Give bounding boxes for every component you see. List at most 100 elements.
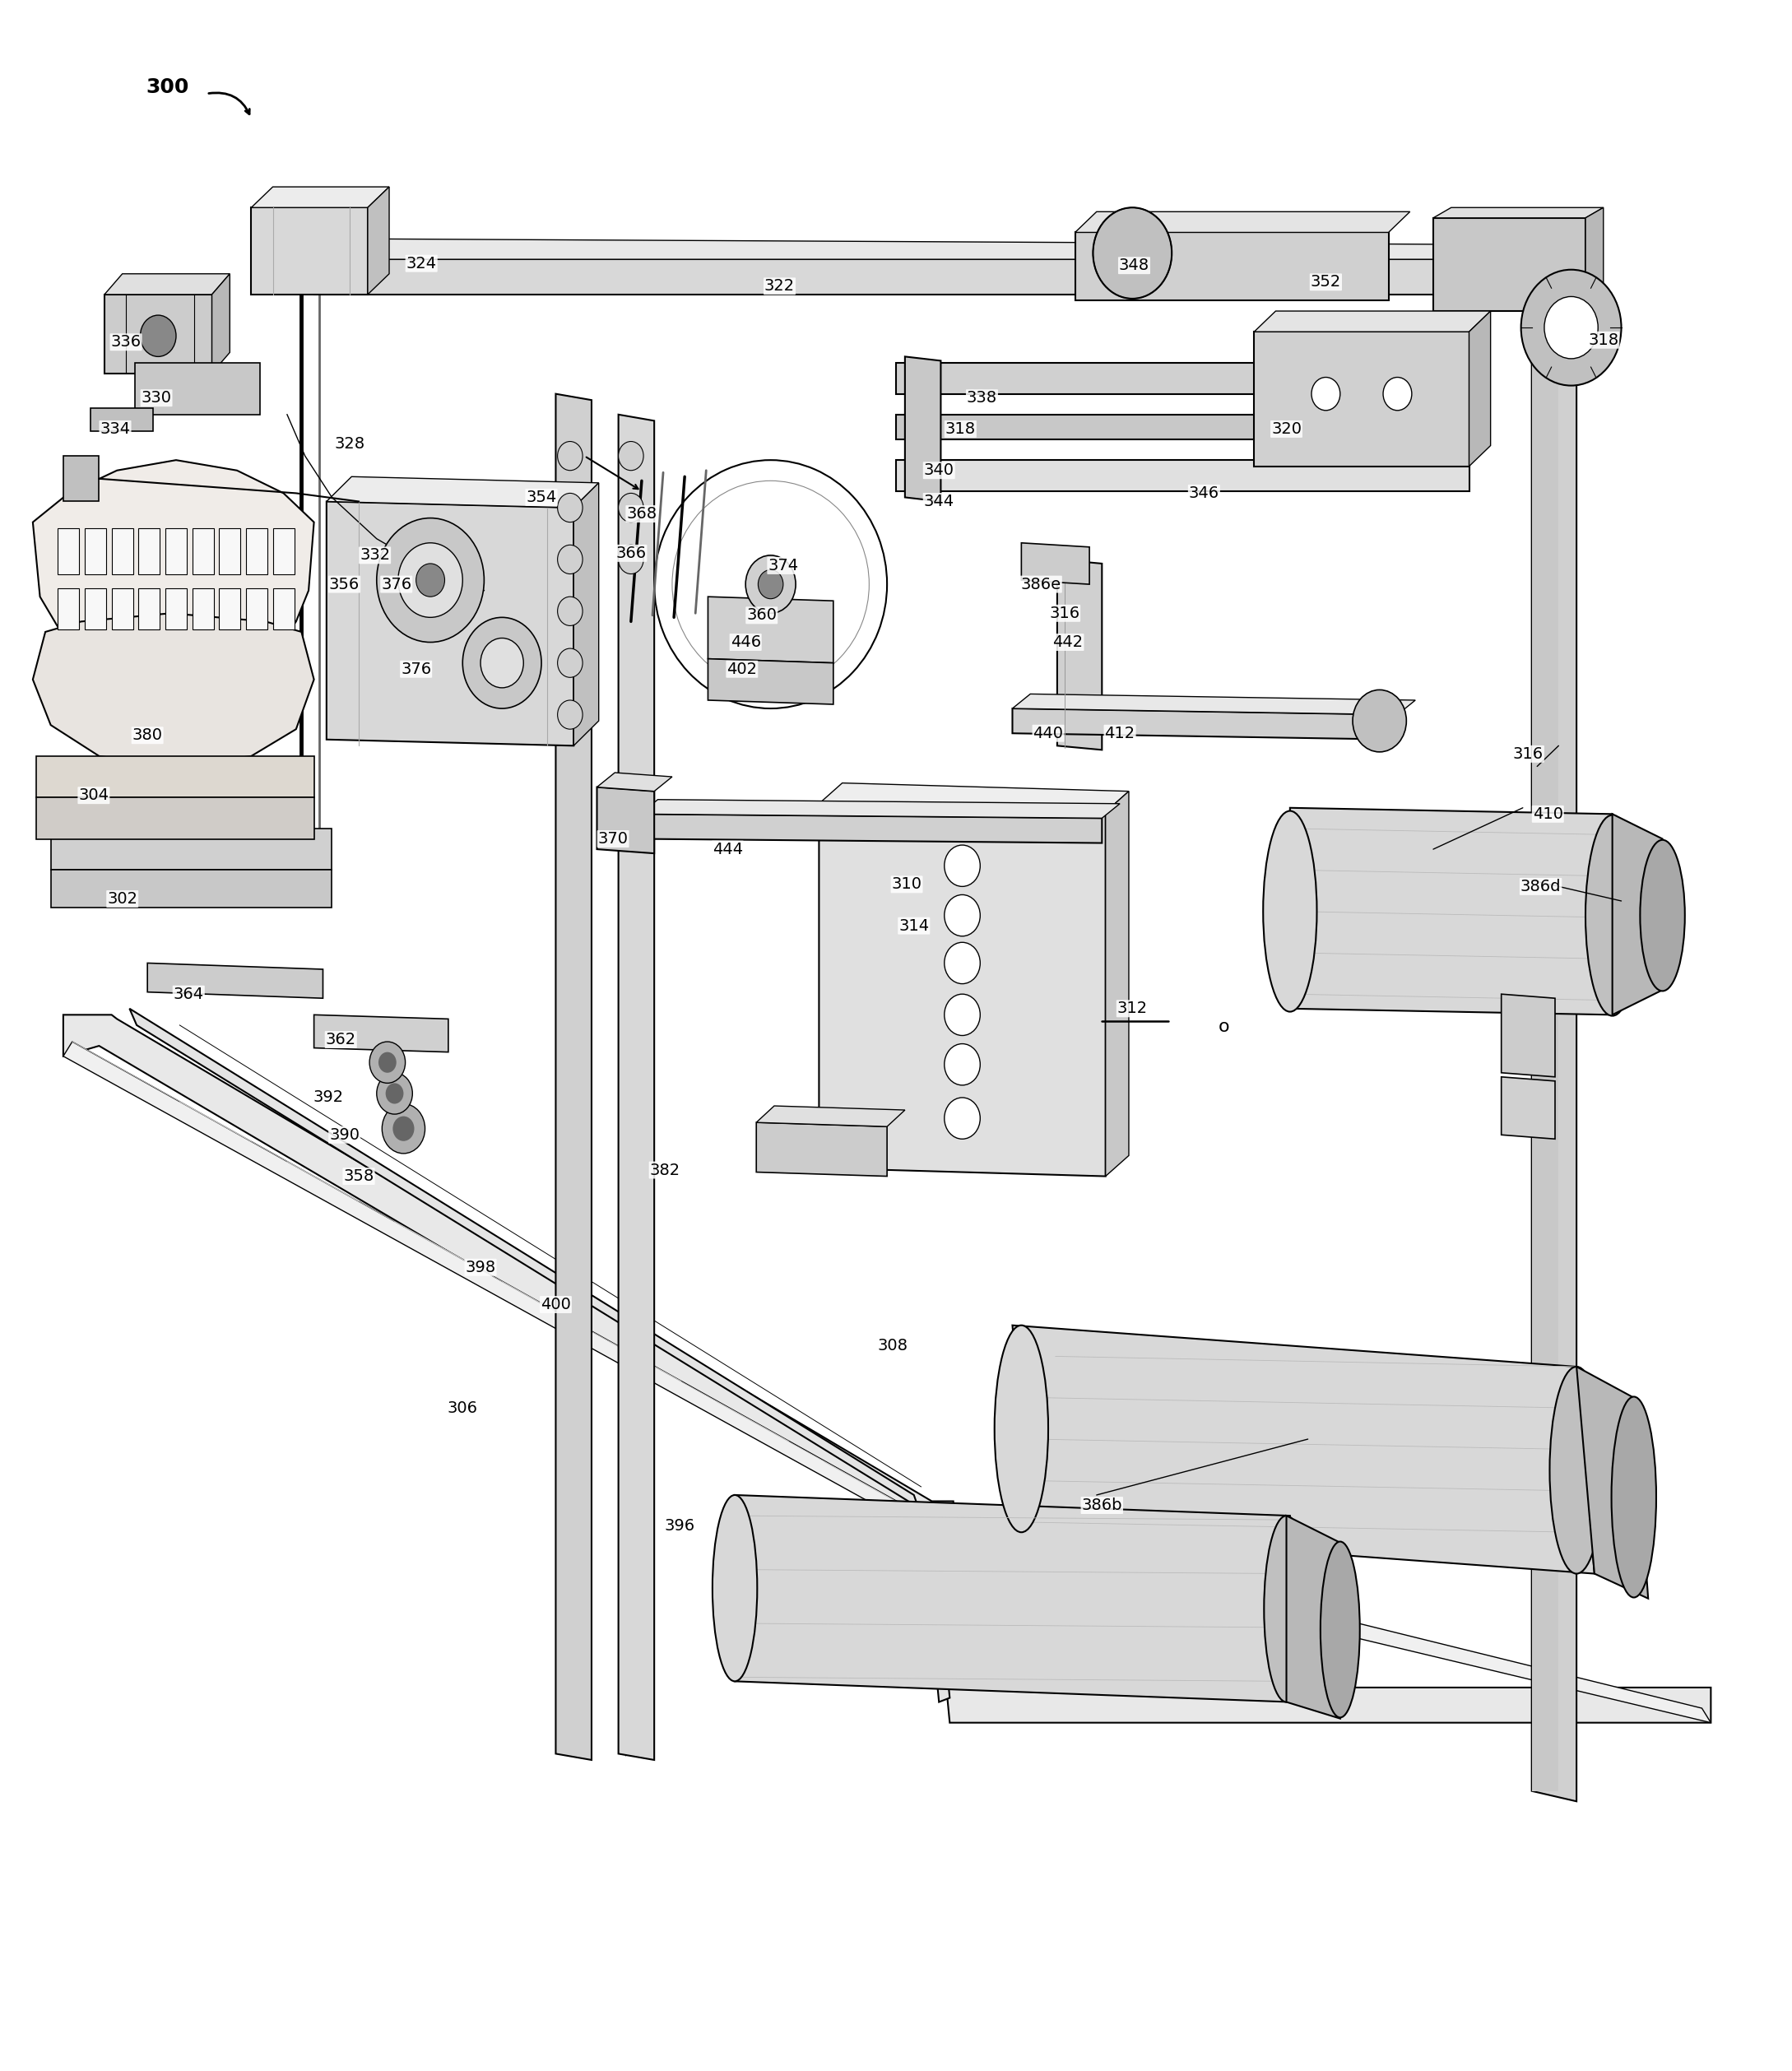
Text: 440: 440	[1032, 725, 1063, 741]
Text: 316: 316	[1512, 746, 1543, 762]
Polygon shape	[1577, 1367, 1649, 1599]
Circle shape	[480, 638, 523, 688]
Ellipse shape	[1611, 1396, 1656, 1597]
Text: 318: 318	[1588, 331, 1618, 348]
Circle shape	[1353, 690, 1407, 752]
Text: o: o	[1219, 1019, 1229, 1036]
Circle shape	[618, 545, 643, 574]
Polygon shape	[32, 613, 314, 766]
Text: 318: 318	[944, 420, 975, 437]
Circle shape	[944, 1044, 980, 1085]
Circle shape	[1545, 296, 1598, 358]
Text: 444: 444	[713, 841, 744, 857]
Polygon shape	[50, 870, 332, 907]
Circle shape	[1521, 269, 1622, 385]
Polygon shape	[1586, 207, 1604, 311]
Circle shape	[557, 700, 582, 729]
Polygon shape	[1434, 217, 1586, 311]
Circle shape	[944, 942, 980, 984]
Polygon shape	[618, 414, 654, 1760]
Polygon shape	[756, 1122, 887, 1176]
Polygon shape	[90, 408, 152, 431]
Polygon shape	[63, 1015, 1711, 1723]
Polygon shape	[63, 456, 99, 501]
Text: 412: 412	[1104, 725, 1134, 741]
Text: 356: 356	[330, 576, 360, 592]
Polygon shape	[111, 588, 133, 630]
Polygon shape	[84, 528, 106, 574]
Text: 376: 376	[382, 576, 412, 592]
Polygon shape	[1434, 207, 1604, 217]
Ellipse shape	[1263, 1516, 1308, 1702]
Text: 366: 366	[616, 545, 647, 561]
Text: 354: 354	[527, 489, 557, 505]
Circle shape	[1383, 377, 1412, 410]
Text: 382: 382	[650, 1162, 681, 1178]
Circle shape	[140, 315, 176, 356]
Polygon shape	[896, 414, 1290, 439]
Polygon shape	[147, 963, 323, 998]
Polygon shape	[211, 273, 229, 373]
Polygon shape	[735, 1495, 1290, 1702]
Circle shape	[618, 493, 643, 522]
Circle shape	[557, 493, 582, 522]
Text: 334: 334	[100, 420, 131, 437]
Polygon shape	[314, 238, 1545, 259]
Text: 390: 390	[330, 1127, 360, 1143]
Polygon shape	[708, 659, 833, 704]
Polygon shape	[272, 528, 294, 574]
Polygon shape	[896, 362, 1290, 393]
Polygon shape	[251, 186, 389, 207]
Polygon shape	[1012, 708, 1398, 739]
Polygon shape	[1075, 232, 1389, 300]
Polygon shape	[246, 528, 267, 574]
Polygon shape	[219, 588, 240, 630]
Text: 376: 376	[401, 661, 432, 677]
Text: 344: 344	[923, 493, 955, 509]
Text: 308: 308	[878, 1338, 907, 1354]
Circle shape	[376, 1073, 412, 1114]
Polygon shape	[1254, 331, 1469, 466]
Ellipse shape	[1586, 816, 1640, 1017]
Polygon shape	[57, 528, 79, 574]
Text: 358: 358	[344, 1168, 375, 1185]
Polygon shape	[1021, 543, 1090, 584]
Polygon shape	[1254, 311, 1491, 331]
Polygon shape	[104, 294, 211, 373]
Text: 306: 306	[448, 1400, 478, 1417]
Text: 310: 310	[892, 876, 921, 893]
Circle shape	[398, 543, 462, 617]
Polygon shape	[36, 797, 314, 839]
Polygon shape	[556, 393, 591, 1760]
Polygon shape	[104, 273, 229, 294]
Circle shape	[385, 1083, 403, 1104]
Circle shape	[1093, 207, 1172, 298]
Text: 386d: 386d	[1520, 878, 1561, 895]
Polygon shape	[1502, 1077, 1555, 1139]
Ellipse shape	[995, 1325, 1048, 1533]
Ellipse shape	[1640, 841, 1684, 992]
Circle shape	[618, 441, 643, 470]
Ellipse shape	[1550, 1367, 1604, 1574]
Text: 300: 300	[145, 77, 188, 97]
Polygon shape	[573, 483, 599, 746]
Polygon shape	[314, 259, 1538, 294]
Text: 368: 368	[627, 505, 658, 522]
Circle shape	[944, 994, 980, 1036]
Polygon shape	[1613, 814, 1663, 1015]
Polygon shape	[1532, 300, 1559, 1791]
Polygon shape	[36, 756, 314, 797]
Text: 314: 314	[898, 917, 930, 934]
Polygon shape	[640, 814, 1102, 843]
Text: 338: 338	[966, 389, 996, 406]
Circle shape	[557, 648, 582, 677]
Text: 410: 410	[1532, 806, 1563, 822]
Polygon shape	[1012, 694, 1416, 714]
Circle shape	[944, 845, 980, 886]
Text: 398: 398	[466, 1259, 496, 1276]
Polygon shape	[1057, 559, 1102, 750]
Circle shape	[557, 441, 582, 470]
Circle shape	[382, 1104, 425, 1154]
Polygon shape	[272, 588, 294, 630]
Text: 360: 360	[747, 607, 778, 623]
